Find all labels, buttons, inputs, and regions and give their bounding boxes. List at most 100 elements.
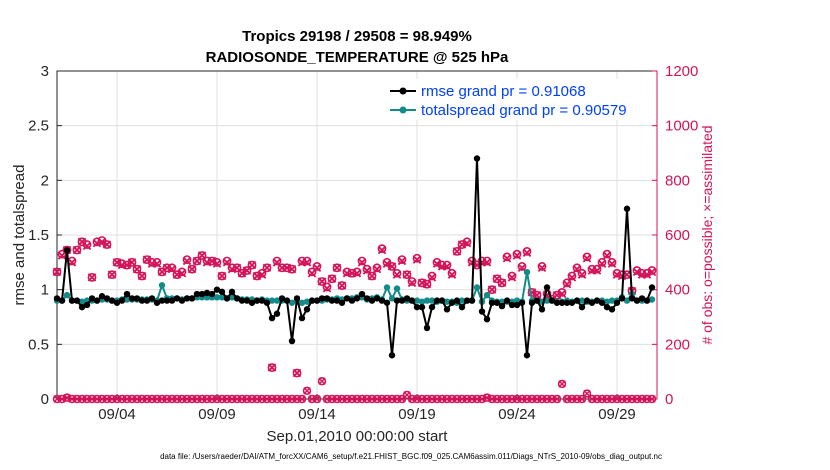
obs-assimilated-point <box>592 266 602 275</box>
obs-possible-point <box>242 266 252 275</box>
y-tick-label: 3 <box>41 63 49 80</box>
rmse-point <box>553 299 561 306</box>
obs-assimilated-point <box>452 247 462 256</box>
totalspread-point <box>603 298 611 305</box>
obs-assimilated-point <box>517 263 527 273</box>
obs-assimilated-point <box>262 263 272 273</box>
obs-zero-point <box>67 394 77 404</box>
obs-assimilated-point <box>377 245 387 255</box>
chart-subtitle: RADIOSONDE_TEMPERATURE @ 525 hPa <box>206 49 509 66</box>
obs-possible-point <box>127 257 137 267</box>
y-tick-label: 1.5 <box>28 227 49 244</box>
obs-zero-point <box>457 394 467 404</box>
obs-possible-point <box>507 271 517 281</box>
rmse-point <box>113 299 121 306</box>
obs-zero-point <box>472 394 482 404</box>
obs-assimilated-point <box>187 264 197 274</box>
obs-assimilated-point <box>482 258 492 267</box>
obs-zero-point <box>182 394 192 404</box>
obs-zero-point <box>192 394 202 404</box>
obs-possible-point <box>112 257 122 267</box>
obs-zero-point <box>117 394 127 404</box>
obs-zero-point <box>127 394 137 404</box>
obs-assimilated-point <box>597 259 607 268</box>
obs-possible-point <box>562 278 572 288</box>
obs-assimilated-point <box>497 278 507 288</box>
y2-tick-label: 200 <box>665 336 690 353</box>
rmse-point <box>233 295 241 302</box>
obs-zero-point <box>222 394 232 404</box>
obs-possible-point <box>307 267 317 277</box>
obs-zero-point <box>217 394 227 404</box>
totalspread-point <box>63 291 71 299</box>
obs-zero-point <box>252 394 262 404</box>
obs-assimilated-point <box>367 271 377 281</box>
rmse-point <box>578 303 586 311</box>
obs-assimilated-point <box>177 269 187 278</box>
obs-zero-point <box>92 394 102 404</box>
obs-assimilated-point <box>557 289 567 299</box>
obs-assimilated-point <box>522 248 532 258</box>
obs-zero-point <box>112 394 122 404</box>
rmse-point <box>163 297 171 304</box>
obs-possible-point <box>362 264 372 274</box>
grid <box>57 70 657 400</box>
obs-zero-point <box>442 394 452 404</box>
rmse-point <box>308 297 316 304</box>
rmse-point <box>513 301 521 309</box>
rmse-point <box>548 297 556 304</box>
obs-zero-point <box>257 394 267 404</box>
rmse-point <box>178 297 186 304</box>
obs-zero-point <box>187 394 197 404</box>
obs-zero-point <box>107 394 117 404</box>
obs-possible-point <box>332 263 342 273</box>
rmse-point <box>643 297 651 304</box>
obs-zero-point <box>492 394 502 404</box>
obs-possible-point <box>387 262 397 271</box>
obs-assimilated-point <box>502 253 512 263</box>
obs-assimilated-point <box>607 259 617 268</box>
y-tick-label: 0 <box>41 391 49 408</box>
obs-assimilated-point <box>337 281 347 290</box>
obs-possible-point <box>187 264 197 274</box>
obs-zero-point <box>287 394 297 404</box>
rmse-point <box>613 299 621 306</box>
rmse-point <box>278 295 286 302</box>
obs-assimilated-point <box>472 260 482 270</box>
rmse-point <box>568 299 576 306</box>
obs-assimilated-point <box>567 273 577 282</box>
obs-possible-point <box>367 271 377 281</box>
obs-assimilated-point <box>427 273 437 282</box>
rmse-point <box>333 297 341 304</box>
obs-possible-point <box>392 268 402 278</box>
obs-assimilated-point <box>532 290 542 300</box>
obs-zero-point <box>347 394 357 404</box>
rmse-point <box>558 299 566 306</box>
totalspread-point <box>158 282 166 289</box>
obs-assimilated-point <box>212 259 222 268</box>
totalspread-point <box>268 297 276 304</box>
totalspread-point <box>523 268 531 276</box>
obs-zero-point <box>382 394 392 404</box>
y2-tick-label: 600 <box>665 227 690 244</box>
legend: rmse grand pr = 0.91068 totalspread gran… <box>386 79 650 120</box>
obs-zero-point <box>437 394 447 404</box>
obs-zero-point <box>637 394 647 404</box>
obs-zero-point <box>607 394 617 404</box>
obs-possible-point <box>512 249 522 259</box>
obs-possible-point <box>272 256 282 266</box>
rmse-point <box>68 297 76 304</box>
rmse-point <box>108 297 116 304</box>
obs-zero-point <box>567 394 577 404</box>
rmse-point <box>303 306 311 313</box>
obs-zero-point <box>592 394 602 404</box>
obs-assimilated-point <box>87 273 97 282</box>
obs-zero-point <box>432 394 442 404</box>
obs-zero-point <box>527 394 537 404</box>
rmse-point <box>293 295 301 302</box>
obs-assimilated-point <box>327 274 337 283</box>
obs-assimilated-point <box>182 256 192 266</box>
rmse-point <box>98 293 106 300</box>
obs-zero-point <box>367 394 377 404</box>
rmse-point <box>318 295 326 302</box>
